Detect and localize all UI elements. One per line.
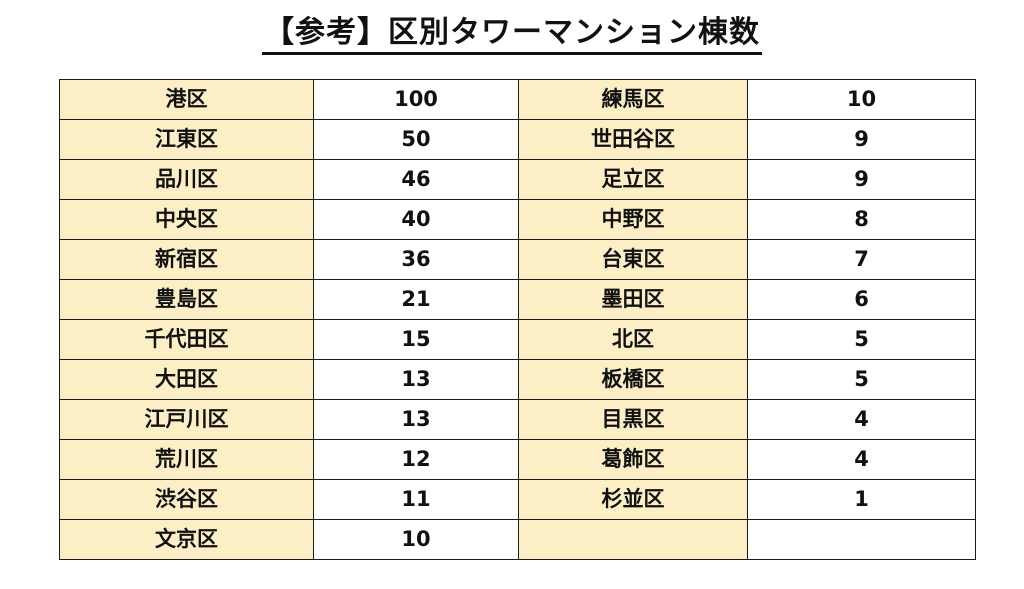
left-tower-count-cell: 40: [313, 199, 519, 240]
right-ward-name-cell: 北区: [518, 319, 748, 360]
right-tower-count-cell: [747, 519, 976, 560]
right-ward-name-cell: 練馬区: [518, 79, 748, 120]
ward-tower-count-table: 港区 100 練馬区 10 江東区 50 世田谷区 9 品川区 46 足立区 9 中央区 40 中野区 8 新宿…: [59, 79, 976, 560]
left-tower-count-cell: 11: [313, 479, 519, 520]
left-tower-count-cell: 46: [313, 159, 519, 200]
right-ward-name-cell: 杉並区: [518, 479, 748, 520]
right-tower-count-cell: 9: [747, 119, 976, 160]
left-tower-count-cell: 13: [313, 359, 519, 400]
right-ward-name-cell: 足立区: [518, 159, 748, 200]
left-ward-name-cell: 大田区: [59, 359, 314, 400]
table-row: 品川区 46 足立区 9: [59, 159, 976, 200]
left-ward-name-cell: 品川区: [59, 159, 314, 200]
table-row: 荒川区 12 葛飾区 4: [59, 439, 976, 480]
right-ward-name-cell: 墨田区: [518, 279, 748, 320]
right-ward-name-cell: 葛飾区: [518, 439, 748, 480]
right-tower-count-cell: 8: [747, 199, 976, 240]
right-tower-count-cell: 4: [747, 399, 976, 440]
right-tower-count-cell: 6: [747, 279, 976, 320]
right-ward-name-cell: [518, 519, 748, 560]
left-ward-name-cell: 中央区: [59, 199, 314, 240]
right-tower-count-cell: 5: [747, 359, 976, 400]
right-tower-count-cell: 10: [747, 79, 976, 120]
right-ward-name-cell: 台東区: [518, 239, 748, 280]
left-tower-count-cell: 36: [313, 239, 519, 280]
table-row: 渋谷区 11 杉並区 1: [59, 479, 976, 520]
title-container: 【参考】区別タワーマンション棟数: [0, 14, 1024, 55]
left-ward-name-cell: 豊島区: [59, 279, 314, 320]
left-ward-name-cell: 千代田区: [59, 319, 314, 360]
left-tower-count-cell: 13: [313, 399, 519, 440]
table-row: 新宿区 36 台東区 7: [59, 239, 976, 280]
table-row: 江東区 50 世田谷区 9: [59, 119, 976, 160]
table-row: 大田区 13 板橋区 5: [59, 359, 976, 400]
right-ward-name-cell: 板橋区: [518, 359, 748, 400]
table-row: 文京区 10: [59, 519, 976, 560]
left-tower-count-cell: 100: [313, 79, 519, 120]
left-tower-count-cell: 12: [313, 439, 519, 480]
left-ward-name-cell: 文京区: [59, 519, 314, 560]
right-tower-count-cell: 5: [747, 319, 976, 360]
right-tower-count-cell: 4: [747, 439, 976, 480]
table-row: 港区 100 練馬区 10: [59, 79, 976, 120]
left-ward-name-cell: 渋谷区: [59, 479, 314, 520]
left-tower-count-cell: 50: [313, 119, 519, 160]
left-ward-name-cell: 新宿区: [59, 239, 314, 280]
left-ward-name-cell: 江東区: [59, 119, 314, 160]
right-tower-count-cell: 9: [747, 159, 976, 200]
table-row: 豊島区 21 墨田区 6: [59, 279, 976, 320]
left-tower-count-cell: 21: [313, 279, 519, 320]
left-ward-name-cell: 港区: [59, 79, 314, 120]
left-ward-name-cell: 荒川区: [59, 439, 314, 480]
table-row: 中央区 40 中野区 8: [59, 199, 976, 240]
right-tower-count-cell: 7: [747, 239, 976, 280]
right-ward-name-cell: 世田谷区: [518, 119, 748, 160]
table-body: 港区 100 練馬区 10 江東区 50 世田谷区 9 品川区 46 足立区 9 中央区 40 中野区 8 新宿…: [59, 79, 976, 560]
right-tower-count-cell: 1: [747, 479, 976, 520]
left-tower-count-cell: 15: [313, 319, 519, 360]
table-row: 千代田区 15 北区 5: [59, 319, 976, 360]
right-ward-name-cell: 中野区: [518, 199, 748, 240]
left-tower-count-cell: 10: [313, 519, 519, 560]
page-title: 【参考】区別タワーマンション棟数: [262, 14, 762, 55]
right-ward-name-cell: 目黒区: [518, 399, 748, 440]
table-row: 江戸川区 13 目黒区 4: [59, 399, 976, 440]
left-ward-name-cell: 江戸川区: [59, 399, 314, 440]
